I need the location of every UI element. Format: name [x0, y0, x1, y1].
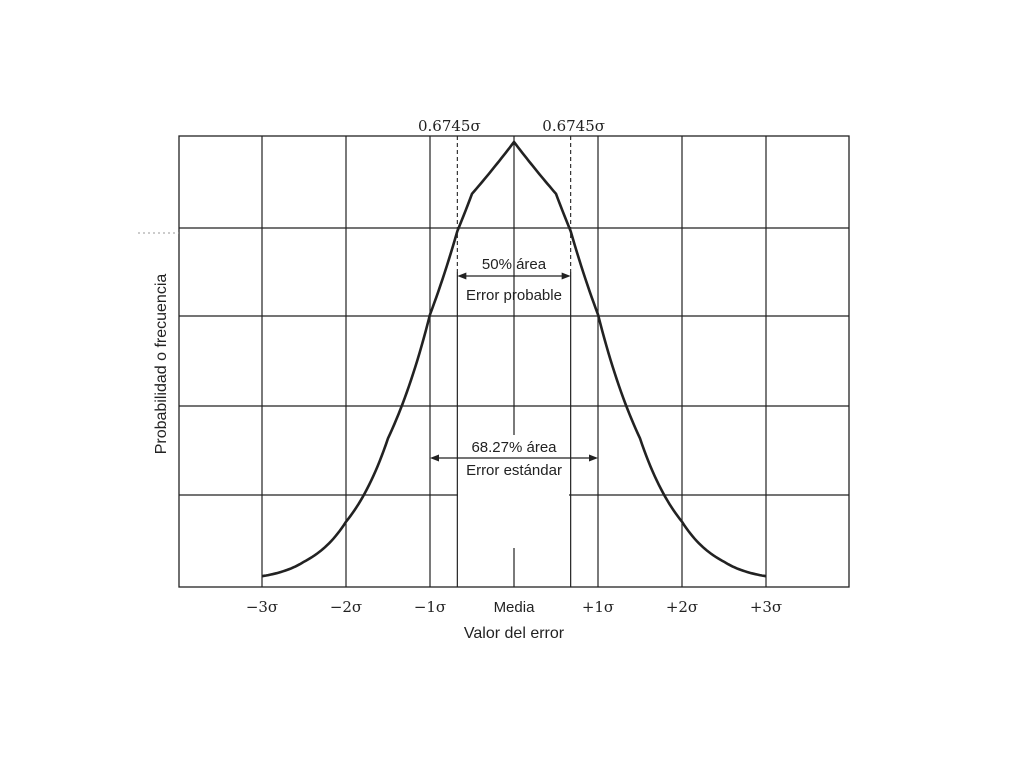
- standard-error-arrow: [430, 454, 598, 462]
- x-tick-labels: −3σ −2σ −1σ Media +1σ +2σ +3σ: [246, 598, 782, 616]
- standard-error-label: Error estándar: [466, 462, 562, 479]
- probable-error-label: Error probable: [466, 287, 562, 304]
- probable-error-right-marker-label: 0.6745σ: [542, 117, 605, 135]
- probable-error-arrow: [457, 272, 571, 280]
- arrow-head-left: [457, 272, 467, 280]
- normal-curve: [261, 139, 767, 578]
- y-axis-title: Probabilidad o frecuencia: [153, 274, 170, 455]
- arrow-head-right: [561, 272, 571, 280]
- x-tick-label: +1σ: [582, 598, 614, 616]
- x-tick-label: +2σ: [666, 598, 698, 616]
- probable-error-left-marker-label: 0.6745σ: [418, 117, 481, 135]
- standard-error-area-label: 68.27% área: [471, 439, 557, 456]
- x-tick-label: −1σ: [414, 598, 446, 616]
- x-tick-label: Media: [494, 599, 536, 616]
- probable-error-dashed-lines: [456, 136, 572, 587]
- arrow-head-left: [430, 454, 439, 462]
- x-tick-label: −2σ: [330, 598, 362, 616]
- plot-grid: [138, 135, 850, 588]
- arrow-head-right: [589, 454, 598, 462]
- x-axis-title: Valor del error: [464, 625, 565, 642]
- x-tick-label: −3σ: [246, 598, 278, 616]
- x-tick-label: +3σ: [750, 598, 782, 616]
- probable-error-area-label: 50% área: [482, 256, 547, 273]
